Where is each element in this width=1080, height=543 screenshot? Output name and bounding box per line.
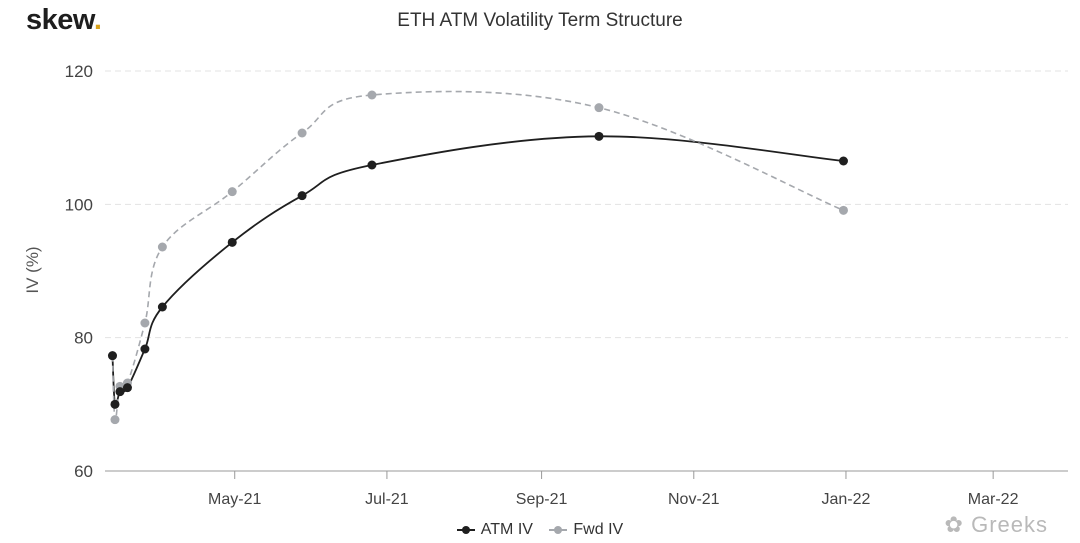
data-point-atm-iv[interactable] xyxy=(838,156,848,166)
legend-swatch-fwd-iv xyxy=(549,526,568,534)
x-tick-label: May-21 xyxy=(208,491,261,508)
chart-title: ETH ATM Volatility Term Structure xyxy=(397,10,683,31)
data-point-atm-iv[interactable] xyxy=(115,387,125,397)
data-point-fwd-iv[interactable] xyxy=(110,415,120,425)
skew-logo: skew. xyxy=(26,4,102,36)
y-axis-label: IV (%) xyxy=(23,246,42,293)
y-tick-label: 120 xyxy=(65,62,93,81)
data-point-fwd-iv[interactable] xyxy=(838,205,848,215)
x-tick-label: Jul-21 xyxy=(365,491,409,508)
y-tick-label: 80 xyxy=(74,329,93,348)
watermark: ✿ Greeks xyxy=(944,512,1048,537)
data-point-atm-iv[interactable] xyxy=(367,160,377,170)
x-tick-label: Sep-21 xyxy=(516,491,568,508)
legend: ATM IV Fwd IV xyxy=(0,518,1080,539)
data-point-atm-iv[interactable] xyxy=(122,383,132,393)
data-point-fwd-iv[interactable] xyxy=(157,242,167,252)
data-point-atm-iv[interactable] xyxy=(227,237,237,247)
y-tick-label: 60 xyxy=(74,462,93,481)
data-point-atm-iv[interactable] xyxy=(297,191,307,201)
x-tick-label: Jan-22 xyxy=(822,491,871,508)
data-point-atm-iv[interactable] xyxy=(594,131,604,141)
data-point-atm-iv[interactable] xyxy=(157,302,167,312)
legend-swatch-atm-iv xyxy=(456,526,475,534)
data-point-fwd-iv[interactable] xyxy=(594,103,604,113)
data-point-fwd-iv[interactable] xyxy=(140,318,150,328)
legend-label-atm-iv: ATM IV xyxy=(480,521,533,538)
data-point-atm-iv[interactable] xyxy=(140,344,150,354)
legend-item-atm-iv[interactable]: ATM IV xyxy=(456,521,533,539)
x-tick-label: Mar-22 xyxy=(968,491,1019,508)
data-point-fwd-iv[interactable] xyxy=(227,187,237,197)
data-point-atm-iv[interactable] xyxy=(110,399,120,409)
data-point-atm-iv[interactable] xyxy=(107,351,117,361)
x-tick-label: Nov-21 xyxy=(668,491,720,508)
data-point-fwd-iv[interactable] xyxy=(297,128,307,138)
legend-item-fwd-iv[interactable]: Fwd IV xyxy=(549,521,623,539)
series-line-atm-iv xyxy=(111,135,844,407)
legend-label-fwd-iv: Fwd IV xyxy=(573,521,624,538)
series-line-fwd-iv xyxy=(111,90,844,421)
data-point-fwd-iv[interactable] xyxy=(367,90,377,100)
y-tick-label: 100 xyxy=(65,195,93,214)
